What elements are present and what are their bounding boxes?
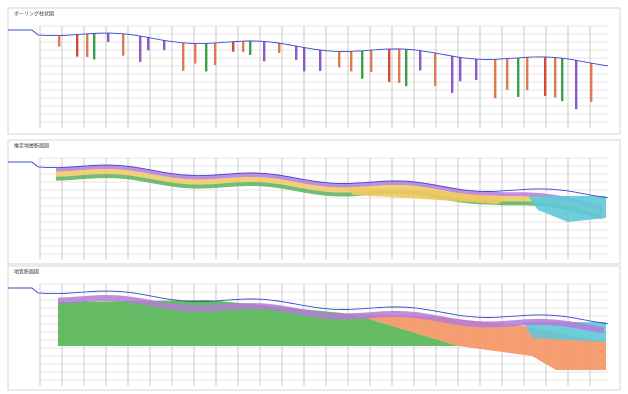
borehole	[398, 49, 400, 83]
borehole	[561, 58, 563, 101]
borehole	[526, 57, 528, 90]
borehole	[575, 60, 577, 109]
borehole	[475, 59, 477, 80]
borehole	[147, 37, 149, 50]
borehole	[163, 40, 165, 50]
borehole	[86, 34, 88, 57]
borehole	[590, 63, 592, 102]
cross-sections: ボーリング柱状図 推定地層断面図 地質断面図	[0, 0, 628, 394]
borehole	[93, 33, 95, 59]
borehole	[517, 58, 519, 97]
borehole	[242, 41, 244, 52]
panel: ボーリング柱状図	[8, 8, 620, 134]
borehole	[278, 43, 280, 53]
panel: 推定地層断面図	[8, 140, 620, 264]
borehole	[232, 42, 234, 52]
borehole	[139, 36, 141, 62]
borehole	[434, 53, 436, 86]
borehole	[263, 41, 265, 61]
borehole	[506, 59, 508, 90]
panel-title: 地質断面図	[14, 269, 39, 276]
borehole	[494, 59, 496, 98]
borehole	[459, 57, 461, 81]
borehole	[182, 43, 184, 71]
borehole	[319, 50, 321, 71]
borehole	[205, 43, 207, 71]
borehole	[76, 35, 78, 57]
borehole	[451, 56, 453, 93]
borehole	[370, 50, 372, 72]
borehole	[107, 33, 109, 42]
borehole	[295, 46, 297, 60]
borehole	[405, 49, 407, 86]
borehole	[249, 41, 251, 55]
panel-title: 推定地層断面図	[14, 143, 49, 150]
borehole	[122, 34, 124, 56]
borehole	[58, 36, 60, 47]
panel: 地質断面図	[8, 266, 620, 390]
borehole	[338, 51, 340, 67]
borehole	[554, 57, 556, 97]
borehole	[214, 43, 216, 65]
panel-title: ボーリング柱状図	[14, 11, 54, 18]
borehole	[544, 57, 546, 96]
borehole	[350, 51, 352, 71]
borehole	[194, 43, 196, 63]
borehole	[388, 49, 390, 82]
borehole	[361, 51, 363, 79]
borehole	[419, 50, 421, 70]
borehole	[303, 47, 305, 71]
